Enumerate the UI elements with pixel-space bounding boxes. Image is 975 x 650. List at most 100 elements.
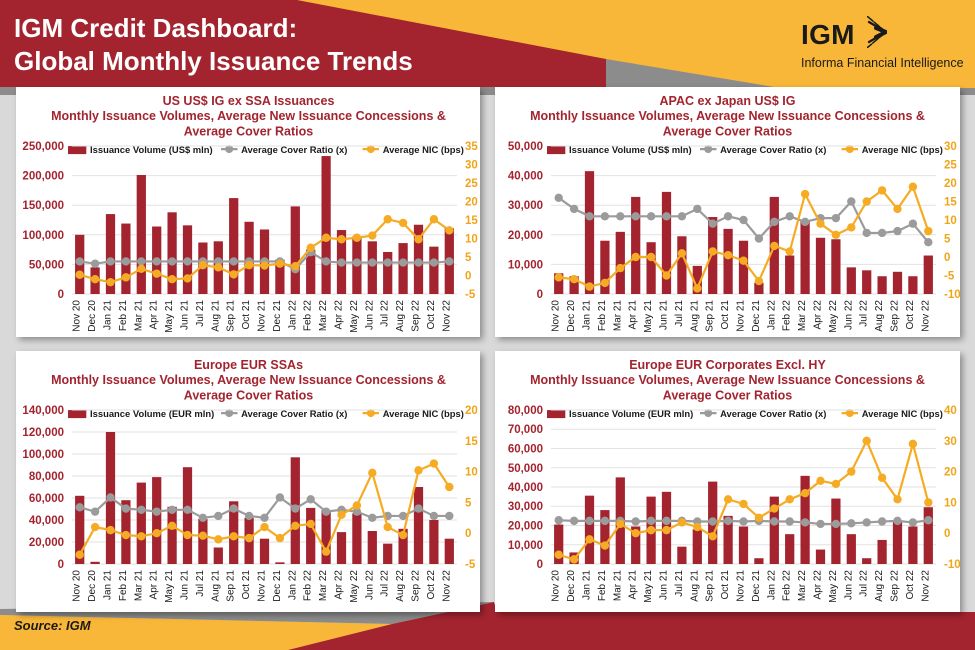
svg-text:Average Cover Ratios: Average Cover Ratios	[184, 124, 313, 138]
svg-text:15: 15	[465, 215, 478, 227]
svg-text:Jul 21: Jul 21	[674, 300, 685, 327]
svg-text:Oct 22: Oct 22	[905, 300, 916, 330]
svg-text:Jul 21: Jul 21	[674, 570, 685, 597]
svg-text:Mar 22: Mar 22	[318, 570, 329, 602]
svg-text:Apr 22: Apr 22	[813, 570, 824, 600]
svg-text:-10: -10	[944, 559, 960, 571]
svg-text:May 21: May 21	[164, 300, 175, 333]
svg-text:40: 40	[944, 405, 957, 417]
svg-text:Feb 22: Feb 22	[782, 570, 793, 602]
svg-text:30: 30	[465, 160, 478, 172]
svg-text:May 21: May 21	[164, 570, 175, 603]
svg-text:20,000: 20,000	[508, 230, 543, 242]
svg-text:Feb 22: Feb 22	[303, 300, 314, 332]
svg-text:Aug 22: Aug 22	[395, 570, 406, 602]
svg-text:20: 20	[465, 405, 478, 417]
svg-text:Jan 22: Jan 22	[287, 300, 298, 330]
svg-text:Sep 21: Sep 21	[705, 570, 716, 602]
svg-text:Nov 22: Nov 22	[920, 300, 931, 332]
svg-text:Dec 21: Dec 21	[751, 300, 762, 332]
svg-text:Apr 22: Apr 22	[334, 570, 345, 600]
svg-text:Aug 22: Aug 22	[395, 300, 406, 332]
svg-text:0: 0	[58, 289, 64, 301]
svg-text:0: 0	[537, 559, 543, 571]
svg-text:20: 20	[944, 178, 957, 190]
svg-text:Oct 21: Oct 21	[241, 300, 252, 330]
svg-text:Monthly Issuance Volumes, Aver: Monthly Issuance Volumes, Average New Is…	[530, 109, 925, 123]
svg-text:Nov 22: Nov 22	[441, 570, 452, 602]
svg-text:Jan 22: Jan 22	[766, 570, 777, 600]
svg-text:Average Cover Ratios: Average Cover Ratios	[184, 388, 313, 402]
svg-text:Nov 21: Nov 21	[736, 300, 747, 332]
svg-text:150,000: 150,000	[22, 200, 64, 212]
svg-text:Apr 21: Apr 21	[149, 570, 160, 600]
svg-text:0: 0	[465, 271, 471, 283]
svg-text:Nov 22: Nov 22	[441, 300, 452, 332]
svg-text:Feb 22: Feb 22	[303, 570, 314, 602]
svg-text:Monthly Issuance Volumes, Aver: Monthly Issuance Volumes, Average New Is…	[51, 109, 446, 123]
svg-text:May 22: May 22	[349, 570, 360, 603]
svg-text:Aug 21: Aug 21	[210, 570, 221, 602]
svg-text:Mar 21: Mar 21	[133, 570, 144, 602]
svg-text:Apr 21: Apr 21	[149, 300, 160, 330]
svg-text:20,000: 20,000	[29, 537, 64, 549]
svg-text:Feb 21: Feb 21	[118, 570, 129, 602]
svg-text:Nov 20: Nov 20	[551, 570, 562, 602]
svg-text:May 22: May 22	[828, 570, 839, 603]
svg-text:Sep 22: Sep 22	[890, 570, 901, 602]
svg-text:0: 0	[465, 528, 471, 540]
svg-text:Dec 21: Dec 21	[272, 570, 283, 602]
svg-text:70,000: 70,000	[508, 424, 543, 436]
svg-text:15: 15	[944, 197, 957, 209]
svg-text:Sep 22: Sep 22	[411, 300, 422, 332]
svg-text:Feb 22: Feb 22	[782, 300, 793, 332]
svg-text:Dec 21: Dec 21	[272, 300, 283, 332]
svg-text:-5: -5	[465, 289, 476, 301]
svg-text:Nov 20: Nov 20	[72, 300, 83, 332]
svg-text:Jun 22: Jun 22	[843, 300, 854, 330]
svg-text:Dec 20: Dec 20	[87, 300, 98, 332]
svg-text:Jan 22: Jan 22	[287, 570, 298, 600]
svg-text:30,000: 30,000	[508, 501, 543, 513]
svg-text:Aug 22: Aug 22	[874, 300, 885, 332]
svg-text:Oct 21: Oct 21	[720, 570, 731, 600]
svg-text:Jan 21: Jan 21	[103, 570, 114, 600]
svg-text:80,000: 80,000	[508, 405, 543, 417]
svg-text:Average Cover Ratios: Average Cover Ratios	[663, 124, 792, 138]
svg-text:Sep 22: Sep 22	[411, 570, 422, 602]
svg-text:Nov 22: Nov 22	[920, 570, 931, 602]
svg-text:140,000: 140,000	[22, 405, 64, 417]
svg-text:Jul 22: Jul 22	[380, 300, 391, 327]
svg-text:Jun 22: Jun 22	[843, 570, 854, 600]
svg-text:10: 10	[944, 497, 957, 509]
svg-text:Apr 22: Apr 22	[813, 300, 824, 330]
svg-text:Mar 21: Mar 21	[612, 300, 623, 332]
svg-text:120,000: 120,000	[22, 427, 64, 439]
svg-text:May 22: May 22	[828, 300, 839, 333]
svg-text:30: 30	[944, 141, 957, 153]
svg-text:Jun 22: Jun 22	[364, 300, 375, 330]
svg-text:-5: -5	[465, 559, 476, 571]
svg-text:30,000: 30,000	[508, 200, 543, 212]
svg-text:US US$ IG ex SSA Issuances: US US$ IG ex SSA Issuances	[163, 94, 335, 108]
svg-text:Jun 22: Jun 22	[364, 570, 375, 600]
svg-text:Dec 20: Dec 20	[87, 570, 98, 602]
svg-text:40,000: 40,000	[29, 515, 64, 527]
svg-text:Jul 22: Jul 22	[380, 570, 391, 597]
svg-text:Nov 20: Nov 20	[72, 570, 83, 602]
svg-text:Monthly Issuance Volumes, Aver: Monthly Issuance Volumes, Average New Is…	[530, 373, 925, 387]
svg-text:Oct 22: Oct 22	[426, 300, 437, 330]
svg-text:35: 35	[465, 141, 478, 153]
svg-text:Jan 21: Jan 21	[103, 300, 114, 330]
svg-text:Aug 21: Aug 21	[689, 570, 700, 602]
svg-text:30: 30	[944, 436, 957, 448]
svg-text:20: 20	[465, 197, 478, 209]
svg-text:Monthly Issuance Volumes, Aver: Monthly Issuance Volumes, Average New Is…	[51, 373, 446, 387]
svg-text:Mar 22: Mar 22	[318, 300, 329, 332]
svg-text:Nov 21: Nov 21	[736, 570, 747, 602]
svg-text:Mar 22: Mar 22	[797, 570, 808, 602]
svg-text:Oct 21: Oct 21	[720, 300, 731, 330]
svg-text:100,000: 100,000	[22, 230, 64, 242]
svg-text:25: 25	[465, 178, 478, 190]
svg-text:Oct 21: Oct 21	[241, 570, 252, 600]
